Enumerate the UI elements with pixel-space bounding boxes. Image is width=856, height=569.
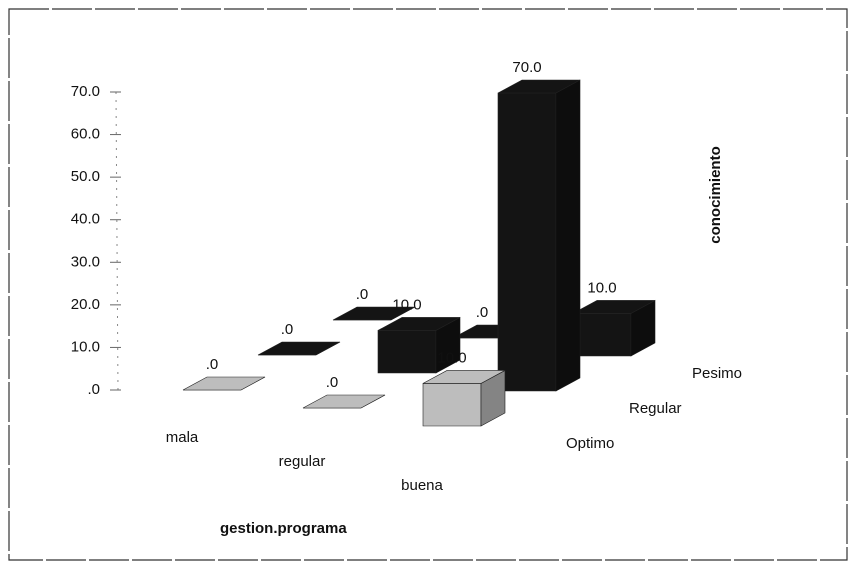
x-tick-label: regular bbox=[279, 453, 326, 470]
x-tick-label: buena bbox=[401, 477, 443, 494]
y-tick-label: 30.0 bbox=[71, 253, 100, 270]
y-tick-label: 20.0 bbox=[71, 296, 100, 313]
y-tick-label: 40.0 bbox=[71, 211, 100, 228]
depth-tick-label: Pesimo bbox=[692, 365, 742, 382]
bar-top bbox=[572, 300, 656, 314]
chart-frame bbox=[8, 8, 848, 561]
bar-top bbox=[497, 79, 581, 94]
data-label: .0 bbox=[206, 356, 219, 373]
bar-top bbox=[182, 376, 266, 391]
bar-side-shade bbox=[481, 370, 505, 426]
data-label: 10.0 bbox=[392, 296, 421, 313]
data-label: .0 bbox=[326, 374, 339, 391]
y-tick-label: .0 bbox=[87, 381, 100, 398]
y-tick-label: 10.0 bbox=[71, 338, 100, 355]
data-label: 10.0 bbox=[437, 349, 466, 366]
bar-side-shade bbox=[631, 300, 655, 356]
bar-side-shade bbox=[556, 80, 580, 391]
bar-side-shade bbox=[436, 317, 460, 373]
data-label: .0 bbox=[281, 321, 294, 338]
depth-axis-title: conocimiento bbox=[707, 146, 724, 244]
x-tick-label: mala bbox=[166, 429, 199, 446]
data-label: 70.0 bbox=[512, 59, 541, 76]
depth-tick-label: Regular bbox=[629, 400, 682, 417]
data-label: 10.0 bbox=[587, 279, 616, 296]
bar-top bbox=[377, 317, 461, 331]
data-label: .0 bbox=[476, 304, 489, 321]
bar-front bbox=[497, 92, 557, 392]
x-axis-title: gestion.programa bbox=[220, 520, 347, 537]
data-label: .0 bbox=[356, 286, 369, 303]
bar-top bbox=[332, 306, 416, 321]
bar-top bbox=[422, 370, 506, 384]
y-tick-label: 60.0 bbox=[71, 126, 100, 143]
bar-front bbox=[377, 330, 437, 374]
y-tick-label: 50.0 bbox=[71, 168, 100, 185]
bar-top bbox=[257, 341, 341, 356]
bar-top bbox=[302, 394, 386, 409]
y-tick-label: 70.0 bbox=[71, 83, 100, 100]
bar-front bbox=[572, 313, 632, 357]
depth-tick-label: Optimo bbox=[566, 435, 614, 452]
bar-front bbox=[422, 383, 482, 427]
